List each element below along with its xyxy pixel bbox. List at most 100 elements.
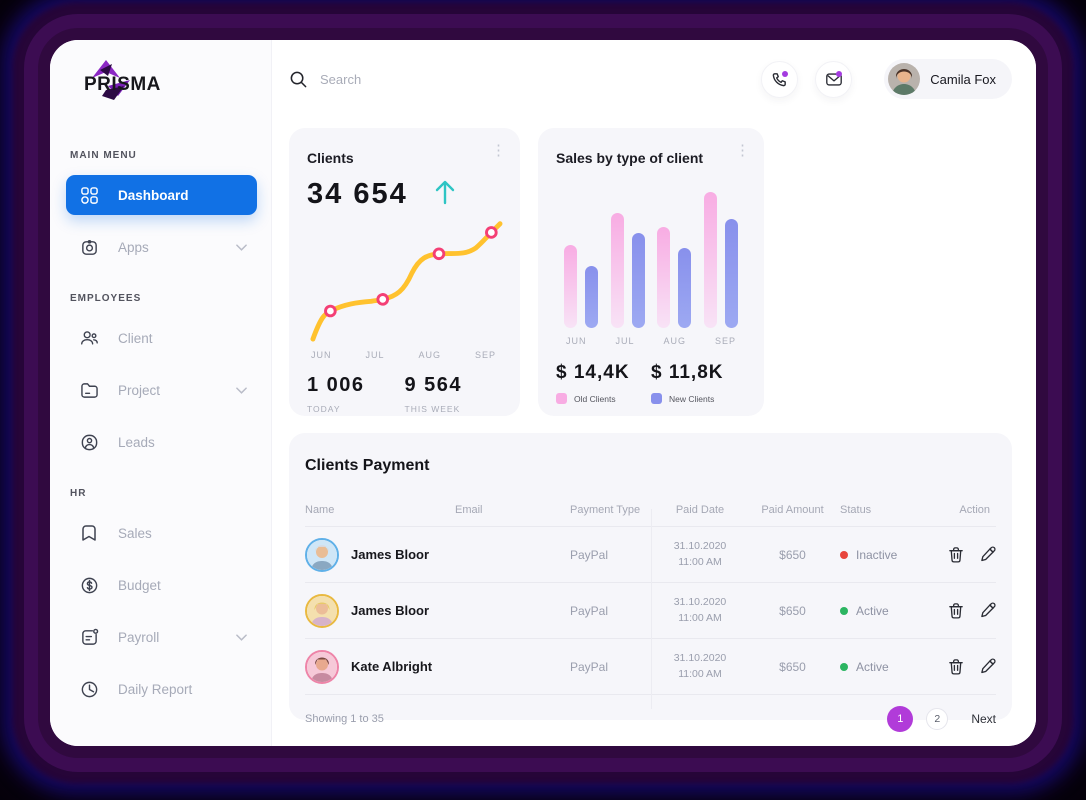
- old-clients-label: Old Clients: [574, 393, 616, 404]
- decor-diamond: [996, 19, 1013, 36]
- chevron-down-icon: [236, 628, 247, 646]
- sidebar-item-apps[interactable]: Apps: [66, 227, 257, 267]
- table-row[interactable]: James Bloor PayPal 31.10.2020 11:00 AM $6…: [305, 527, 996, 583]
- table-title: Clients Payment: [305, 457, 430, 474]
- paid-amount: $650: [779, 659, 806, 674]
- status-dot: [840, 606, 848, 615]
- sidebar-item-label: Apps: [118, 239, 149, 255]
- month-label: JUL: [365, 350, 385, 360]
- clock-report-icon: [78, 678, 100, 700]
- delete-icon[interactable]: [948, 602, 964, 619]
- kebab-menu-icon[interactable]: ⋮: [491, 142, 506, 159]
- column-header: Status: [840, 503, 872, 516]
- paid-date: 31.10.2020 11:00 AM: [673, 595, 727, 624]
- avatar: [305, 593, 339, 628]
- trend-up-arrow-icon: [434, 179, 456, 210]
- clients-month-axis: JUN JUL AUG SEP: [307, 350, 502, 360]
- bar-old-jun: [564, 245, 577, 328]
- edit-icon[interactable]: [980, 658, 996, 675]
- leads-badge-icon: [78, 431, 100, 453]
- brand-name: PRISMA: [84, 74, 161, 95]
- paid-date: 31.10.2020 11:00 AM: [673, 539, 727, 568]
- bar-group-aug: [657, 227, 692, 328]
- delete-icon[interactable]: [948, 546, 964, 563]
- sales-card-title: Sales by type of client: [556, 150, 704, 166]
- today-label: TODAY: [307, 404, 341, 414]
- app-window: PRISMA MAIN MENU Dashboard Apps EMPLOYEE…: [50, 40, 1036, 746]
- table-footer: Showing 1 to 35 1 2 Next: [305, 695, 996, 743]
- month-label: AUG: [663, 336, 686, 346]
- user-name: Camila Fox: [930, 71, 996, 87]
- month-label: AUG: [418, 350, 441, 360]
- month-label: JUN: [311, 350, 332, 360]
- kebab-menu-icon[interactable]: ⋮: [735, 142, 750, 159]
- search-input[interactable]: [320, 71, 520, 87]
- sidebar-item-sales[interactable]: Sales: [66, 513, 257, 553]
- month-label: JUL: [615, 336, 635, 346]
- client-name: Kate Albright: [351, 659, 433, 674]
- table-row[interactable]: Kate Albright PayPal 31.10.2020 11:00 AM …: [305, 639, 996, 695]
- sidebar-item-label: Payroll: [118, 629, 160, 645]
- page-button-2[interactable]: 2: [926, 708, 949, 730]
- status-dot: [840, 662, 848, 671]
- delete-icon[interactable]: [948, 658, 964, 675]
- payment-type: PayPal: [570, 659, 609, 674]
- old-clients-swatch: [556, 393, 567, 404]
- new-clients-label: New Clients: [669, 393, 715, 404]
- client-name: James Bloor: [351, 547, 430, 562]
- bookmark-icon: [78, 522, 100, 544]
- table-row[interactable]: James Bloor PayPal 31.10.2020 11:00 AM $6…: [305, 583, 996, 639]
- sales-bar-chart: [556, 180, 746, 328]
- sidebar-item-label: Budget: [118, 577, 161, 593]
- column-header: Paid Amount: [761, 503, 824, 516]
- chevron-down-icon: [236, 381, 247, 399]
- client-name: James Bloor: [351, 603, 430, 618]
- bar-new-aug: [678, 248, 692, 328]
- search: [289, 70, 744, 89]
- edit-icon[interactable]: [980, 546, 996, 563]
- old-clients-total: $ 14,4K Old Clients: [556, 362, 651, 404]
- bar-new-jun: [585, 266, 598, 328]
- bar-group-jun: [564, 245, 598, 328]
- table-column-divider: [651, 509, 652, 709]
- phone-notification-dot: [782, 70, 789, 77]
- next-page-button[interactable]: Next: [971, 712, 996, 726]
- sidebar-item-project[interactable]: Project: [66, 370, 257, 410]
- avatar: [305, 649, 339, 684]
- clients-today-stat: 1 006 TODAY: [307, 374, 405, 414]
- status-dot: [840, 550, 848, 559]
- sidebar-item-payroll[interactable]: Payroll: [66, 617, 257, 657]
- sidebar: PRISMA MAIN MENU Dashboard Apps EMPLOYEE…: [50, 40, 272, 746]
- status-badge: Active: [840, 604, 930, 618]
- column-header: Paid Date: [675, 503, 725, 516]
- clients-people-icon: [78, 327, 100, 349]
- sidebar-item-dashboard[interactable]: Dashboard: [66, 175, 257, 215]
- column-header: Email: [455, 503, 483, 516]
- payment-type: PayPal: [570, 603, 609, 618]
- edit-icon[interactable]: [980, 602, 996, 619]
- bar-new-sep: [724, 219, 738, 328]
- phone-button[interactable]: [761, 60, 799, 98]
- column-header: Payment Type: [570, 503, 641, 516]
- mail-button[interactable]: [815, 60, 853, 98]
- bar-old-jul: [610, 213, 624, 328]
- sidebar-item-leads[interactable]: Leads: [66, 422, 257, 462]
- sidebar-item-budget[interactable]: Budget: [66, 565, 257, 605]
- sidebar-item-client[interactable]: Client: [66, 318, 257, 358]
- sidebar-item-label: Project: [118, 382, 161, 398]
- dollar-circle-icon: [78, 574, 100, 596]
- month-label: SEP: [474, 350, 496, 360]
- bar-old-sep: [703, 192, 717, 328]
- prisma-logo-icon: [92, 60, 130, 100]
- showing-label: Showing 1 to 35: [305, 713, 384, 725]
- apps-icon: [78, 236, 100, 258]
- sidebar-item-daily-report[interactable]: Daily Report: [66, 669, 257, 709]
- user-profile[interactable]: Camila Fox: [884, 59, 1012, 99]
- new-clients-value: $ 11,8K: [651, 362, 724, 383]
- page-button-1[interactable]: 1: [887, 706, 914, 732]
- sidebar-item-label: Client: [118, 330, 153, 346]
- paid-amount: $650: [779, 603, 806, 618]
- today-value: 1 006: [307, 374, 365, 396]
- paid-amount: $650: [779, 547, 806, 562]
